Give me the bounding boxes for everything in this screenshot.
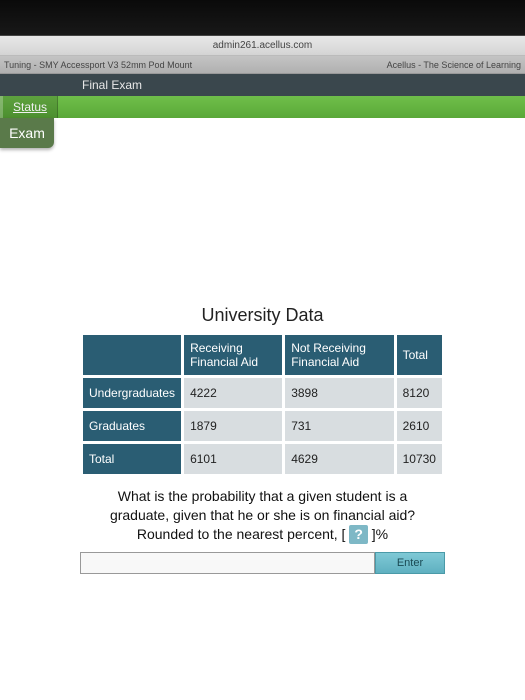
answer-blank: ? — [349, 525, 368, 544]
page-header: Final Exam — [0, 74, 525, 96]
cell: 6101 — [183, 443, 284, 476]
university-data-table: Receiving Financial Aid Not Receiving Fi… — [80, 332, 445, 477]
table-corner — [82, 334, 183, 377]
status-tab[interactable]: Status — [0, 96, 58, 118]
cell: 4222 — [183, 377, 284, 410]
table-title: University Data — [80, 305, 445, 326]
question-line1: What is the probability that a given stu… — [118, 488, 408, 504]
question-text: What is the probability that a given stu… — [80, 487, 445, 544]
cell: 4629 — [284, 443, 395, 476]
table-header-row: Receiving Financial Aid Not Receiving Fi… — [82, 334, 444, 377]
col-total: Total — [395, 334, 443, 377]
answer-input[interactable] — [80, 552, 375, 574]
tab-left[interactable]: Tuning - SMY Accessport V3 52mm Pod Moun… — [4, 60, 192, 70]
row-label: Undergraduates — [82, 377, 183, 410]
table-row: Total 6101 4629 10730 — [82, 443, 444, 476]
col-receiving: Receiving Financial Aid — [183, 334, 284, 377]
status-label: Status — [13, 100, 47, 114]
row-label: Graduates — [82, 410, 183, 443]
row-label: Total — [82, 443, 183, 476]
exam-tab[interactable]: Exam — [0, 118, 54, 148]
question-line3-suffix: ]% — [372, 526, 388, 542]
cell: 10730 — [395, 443, 443, 476]
question-line2: graduate, given that he or she is on fin… — [110, 507, 415, 523]
top-black-bar — [0, 0, 525, 36]
enter-button[interactable]: Enter — [375, 552, 445, 574]
cell: 731 — [284, 410, 395, 443]
cell: 2610 — [395, 410, 443, 443]
question-line3-prefix: Rounded to the nearest percent, [ — [137, 526, 346, 542]
exam-label: Exam — [9, 125, 45, 141]
table-row: Undergraduates 4222 3898 8120 — [82, 377, 444, 410]
browser-tab-bar: Tuning - SMY Accessport V3 52mm Pod Moun… — [0, 56, 525, 74]
cell: 8120 — [395, 377, 443, 410]
url-text: admin261.acellus.com — [213, 40, 313, 51]
url-bar: admin261.acellus.com — [0, 36, 525, 56]
answer-row: Enter — [80, 552, 445, 574]
col-not-receiving: Not Receiving Financial Aid — [284, 334, 395, 377]
page-title: Final Exam — [82, 78, 142, 92]
cell: 1879 — [183, 410, 284, 443]
cell: 3898 — [284, 377, 395, 410]
table-row: Graduates 1879 731 2610 — [82, 410, 444, 443]
main-content: University Data Receiving Financial Aid … — [0, 305, 525, 574]
tab-right[interactable]: Acellus - The Science of Learning — [387, 60, 521, 70]
green-nav-bar: Status — [0, 96, 525, 118]
